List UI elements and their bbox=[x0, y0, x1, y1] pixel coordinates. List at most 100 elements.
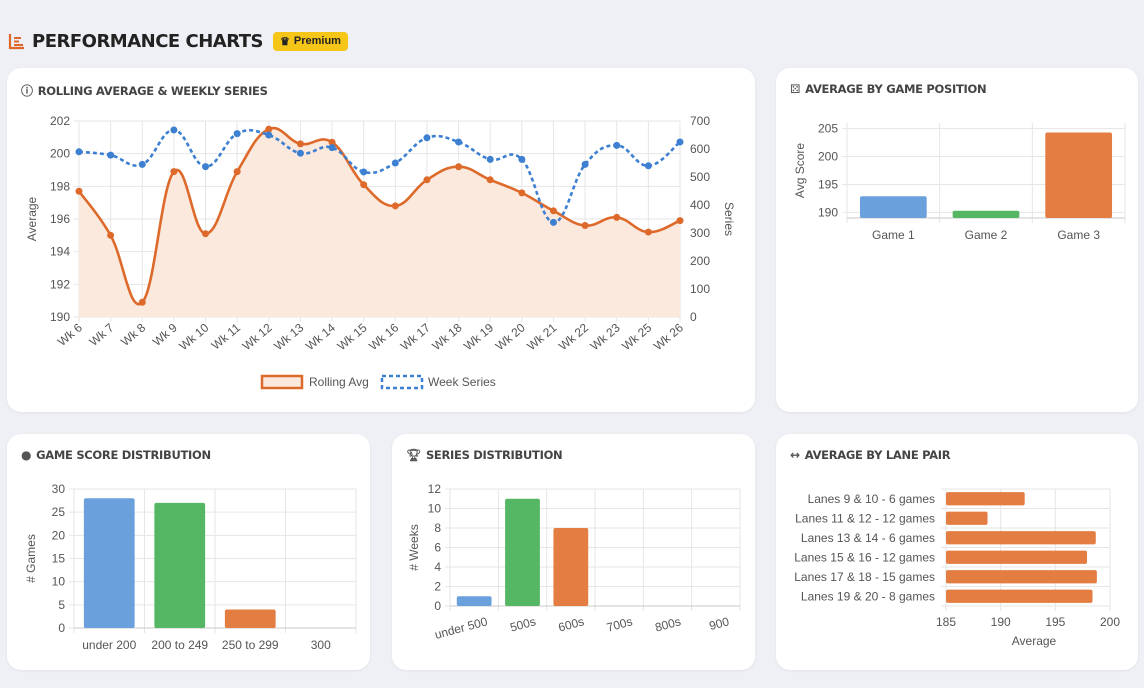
week-series-point bbox=[518, 155, 526, 163]
bar bbox=[946, 531, 1096, 545]
y-tick-label: 25 bbox=[52, 505, 66, 519]
y-tick-label: 15 bbox=[52, 552, 66, 566]
x-tick-label: 250 to 299 bbox=[222, 638, 279, 652]
game-position-chart: 190 195 200 205 Game 1 Game 2 Game 3 Avg Score bbox=[793, 122, 1126, 242]
y2-tick-label: 300 bbox=[690, 226, 710, 240]
y2-tick-label: 700 bbox=[690, 114, 710, 128]
week-series-point bbox=[202, 163, 210, 171]
card-title-text: AVERAGE BY GAME POSITION bbox=[805, 82, 987, 96]
card-title-text: SERIES DISTRIBUTION bbox=[425, 448, 563, 462]
y-tick-label: 200 bbox=[50, 147, 70, 161]
bar-chart-icon bbox=[8, 34, 24, 50]
y2-tick-label: 500 bbox=[690, 170, 710, 184]
legend-swatch-rolling-avg bbox=[260, 374, 304, 390]
week-series-point bbox=[581, 160, 589, 168]
card-title-text: ROLLING AVERAGE & WEEKLY SERIES bbox=[37, 83, 268, 98]
x-tick-label: Wk 13 bbox=[271, 320, 306, 353]
trophy-icon: 🏆︎ bbox=[406, 448, 421, 462]
bar bbox=[946, 492, 1025, 506]
y-tick-label: 195 bbox=[818, 177, 838, 191]
rolling-avg-point bbox=[676, 217, 684, 225]
x-tick-label: Wk 18 bbox=[429, 320, 464, 353]
x-tick-label: 300 bbox=[311, 638, 331, 652]
x-tick-label: Wk 26 bbox=[651, 320, 686, 353]
week-series-point bbox=[644, 162, 652, 170]
y-tick-label: 198 bbox=[50, 179, 70, 193]
y-tick-label: 5 bbox=[58, 598, 65, 612]
bar bbox=[946, 570, 1097, 584]
week-series-point bbox=[676, 138, 684, 146]
y2-axis-label: Series bbox=[722, 202, 736, 236]
x-tick-label: Wk 16 bbox=[366, 320, 401, 353]
x-tick-label: 185 bbox=[936, 615, 956, 629]
y2-tick-label: 600 bbox=[690, 142, 710, 156]
x-tick-label: Wk 14 bbox=[303, 320, 338, 353]
arrows-horizontal-icon: ↔ bbox=[790, 448, 800, 462]
y-tick-label: Lanes 11 & 12 - 12 games bbox=[795, 511, 935, 525]
x-tick-label: 200 bbox=[1100, 615, 1120, 629]
bar bbox=[83, 498, 135, 628]
rolling-average-chart: 190 192 194 196 198 200 202 0 100 200 300 400 500 600… bbox=[25, 114, 736, 390]
dice-icon: ⚄ bbox=[790, 82, 801, 96]
x-tick-label: 900 bbox=[708, 614, 731, 633]
x-tick-label: 190 bbox=[991, 615, 1011, 629]
y-axis-label: # Games bbox=[24, 534, 38, 583]
y-tick-label: 10 bbox=[428, 502, 442, 516]
card-title: ● GAME SCORE DISTRIBUTION bbox=[21, 448, 211, 462]
y-tick-label: Lanes 9 & 10 - 6 games bbox=[808, 492, 935, 506]
rolling-avg-area bbox=[79, 128, 680, 317]
y-tick-label: 4 bbox=[434, 560, 441, 574]
y2-tick-label: 200 bbox=[690, 254, 710, 268]
series-distribution-chart: 0 2 4 6 8 10 12 under 500 500s 600s 700s 800s 900 # W… bbox=[407, 482, 741, 642]
week-series-line bbox=[78, 128, 681, 224]
card-title: ⚄ AVERAGE BY GAME POSITION bbox=[790, 82, 987, 96]
x-tick-label: Wk 9 bbox=[150, 320, 180, 349]
x-tick-label: Wk 7 bbox=[87, 320, 117, 349]
rolling-avg-point bbox=[391, 202, 399, 210]
rolling-avg-point bbox=[486, 176, 494, 184]
x-tick-label: Wk 22 bbox=[556, 320, 591, 353]
x-tick-label: Wk 23 bbox=[588, 320, 623, 353]
y-tick-label: 20 bbox=[52, 528, 66, 542]
rolling-avg-point bbox=[518, 189, 526, 197]
bar bbox=[224, 609, 276, 628]
x-tick-label: Wk 15 bbox=[335, 320, 370, 353]
x-tick-label: 800s bbox=[654, 614, 683, 634]
rolling-avg-point bbox=[423, 176, 431, 184]
x-tick-label: Wk 6 bbox=[55, 320, 85, 349]
card-title-text: AVERAGE BY LANE PAIR bbox=[804, 448, 951, 462]
rolling-avg-point bbox=[75, 187, 83, 195]
week-series-point bbox=[233, 130, 241, 138]
y-tick-label: 30 bbox=[52, 482, 66, 496]
y-tick-label: 8 bbox=[434, 521, 441, 535]
x-tick-label: 700s bbox=[605, 614, 634, 634]
x-tick-label: Wk 10 bbox=[176, 320, 211, 353]
y-tick-label: 190 bbox=[818, 205, 838, 219]
y2-tick-label: 0 bbox=[690, 310, 697, 324]
game-position-card: ⚄ AVERAGE BY GAME POSITION 190 195 200 205 G… bbox=[776, 68, 1138, 412]
week-series-point bbox=[360, 168, 368, 176]
week-series-point bbox=[391, 159, 399, 167]
rolling-avg-point bbox=[265, 125, 273, 133]
info-icon: ⓘ bbox=[21, 84, 33, 98]
y-tick-label: 0 bbox=[434, 599, 441, 613]
x-tick-label: Wk 25 bbox=[619, 320, 654, 353]
premium-label: Premium bbox=[293, 35, 341, 47]
bar bbox=[946, 511, 988, 525]
y-tick-label: 194 bbox=[50, 245, 70, 259]
bar bbox=[505, 498, 540, 606]
x-tick-label: Wk 8 bbox=[118, 320, 148, 349]
y-tick-label: Lanes 19 & 20 - 8 games bbox=[801, 589, 935, 603]
x-tick-label: Game 1 bbox=[872, 228, 915, 242]
week-series-point bbox=[328, 144, 336, 152]
card-title: ⓘ ROLLING AVERAGE & WEEKLY SERIES bbox=[21, 82, 268, 99]
rolling-avg-point bbox=[455, 163, 463, 171]
week-series-point bbox=[296, 149, 304, 157]
card-title: 🏆︎ SERIES DISTRIBUTION bbox=[406, 448, 563, 462]
x-tick-label: 500s bbox=[509, 614, 538, 634]
series-distribution-card: 🏆︎ SERIES DISTRIBUTION 0 2 4 6 8 10 12 under 50… bbox=[392, 434, 755, 670]
page-header: PERFORMANCE CHARTS ♛ Premium bbox=[8, 28, 348, 54]
y-tick-label: Lanes 17 & 18 - 15 games bbox=[794, 570, 935, 584]
x-tick-label: under 200 bbox=[82, 638, 136, 652]
rolling-avg-point bbox=[170, 168, 178, 176]
